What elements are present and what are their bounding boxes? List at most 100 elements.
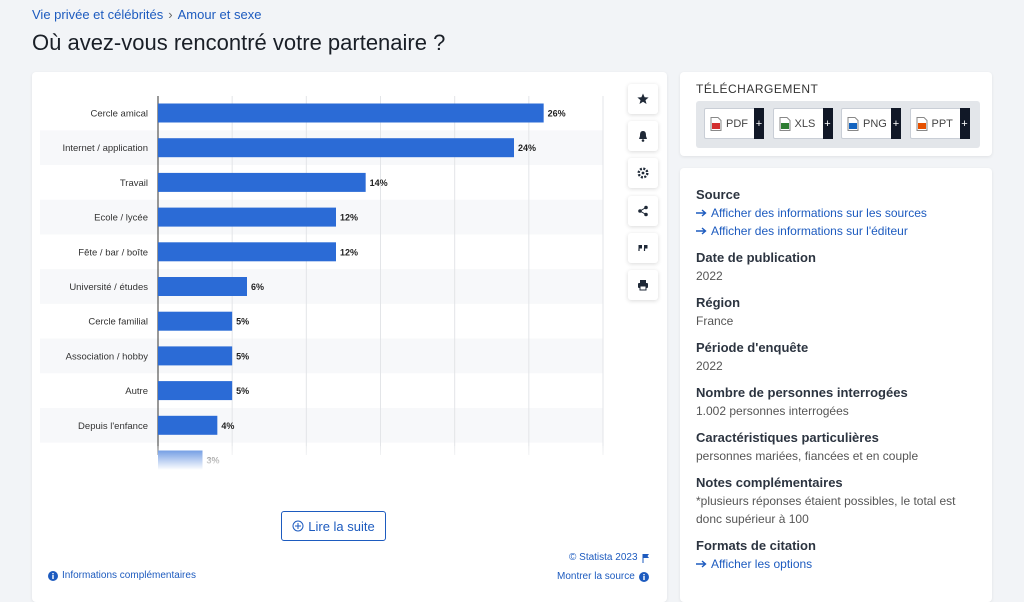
bar [158, 242, 336, 262]
cite-button[interactable] [628, 233, 658, 263]
value-label: 26% [548, 109, 566, 119]
breadcrumb-link[interactable]: Vie privée et célébrités [32, 7, 164, 22]
row-band [40, 338, 603, 374]
read-more-button[interactable]: Lire la suite [281, 511, 386, 541]
detail-heading: Nombre de personnes interrogées [696, 385, 908, 400]
category-label: Cercle amical [90, 109, 148, 120]
print-button[interactable] [628, 270, 658, 300]
bar [158, 415, 218, 435]
detail-text: *plusieurs réponses étaient possibles, l… [696, 494, 956, 526]
show-source-text: Montrer la source [557, 571, 635, 582]
value-label: 5% [236, 351, 249, 361]
download-title: TÉLÉCHARGEMENT [696, 82, 819, 96]
row-band [40, 407, 603, 443]
share-button[interactable] [628, 196, 658, 226]
arrow-icon [696, 560, 707, 568]
value-label: 24% [518, 143, 536, 153]
icon [638, 245, 648, 251]
file-icon [847, 116, 859, 131]
file-icon [779, 116, 790, 131]
detail-section: Date de publication 2022 [696, 249, 966, 285]
bar [158, 346, 233, 366]
detail-heading: Date de publication [696, 250, 816, 265]
detail-link[interactable]: Afficher des informations sur les source… [696, 204, 966, 222]
link-text: Afficher des informations sur l'éditeur [711, 224, 908, 238]
detail-section: Caractéristiques particulières personnes … [696, 429, 966, 465]
add-button[interactable]: + [959, 108, 970, 139]
bar [158, 277, 247, 296]
file-icon [916, 116, 927, 131]
file-badge [780, 122, 789, 129]
detail-heading: Source [696, 187, 741, 202]
detail-link[interactable]: Afficher les options [696, 555, 966, 573]
category-label: Ecole / lycée [94, 213, 148, 224]
format-label: PPT [931, 117, 953, 130]
category-label: Depuis l'enfance [78, 421, 148, 432]
file-badge [849, 122, 857, 129]
link-text: Afficher des informations sur les source… [711, 206, 927, 220]
icon [48, 570, 58, 581]
icon [638, 571, 649, 582]
file-badge [712, 122, 720, 129]
icon [638, 280, 648, 291]
download-button[interactable]: PDF [704, 108, 760, 139]
link-text: Afficher les options [711, 557, 813, 571]
arrow-icon [696, 209, 707, 217]
bar [158, 381, 233, 401]
file-badge [917, 122, 926, 129]
detail-heading: Période d'enquête [696, 340, 809, 355]
arrow [696, 560, 707, 568]
value-label: 4% [221, 421, 234, 431]
read-more-label: Lire la suite [308, 518, 375, 534]
alert-button[interactable] [628, 121, 658, 151]
category-label: Fête / bar / boîte [78, 247, 148, 258]
icon [638, 205, 648, 217]
detail-text: 2022 [696, 269, 723, 283]
category-label: Travail [120, 178, 148, 189]
format-label: XLS [794, 117, 816, 130]
detail-text: 1.002 personnes interrogées [696, 404, 849, 418]
arrow [696, 227, 707, 235]
bar [158, 138, 514, 158]
add-button[interactable]: + [754, 108, 764, 139]
format-label: PDF [726, 117, 748, 130]
icon [639, 131, 647, 142]
detail-section: Source Afficher des informations sur les … [696, 186, 966, 240]
detail-text: France [696, 314, 734, 328]
breadcrumb: Vie privée et célébrités › Amour et sexe [32, 7, 261, 22]
copyright-text: © Statista 2023 [569, 552, 638, 563]
detail-section: Notes complémentaires *plusieurs réponses… [696, 474, 966, 528]
detail-section: Formats de citation Afficher les options [696, 537, 966, 573]
icon [292, 520, 304, 532]
bar [158, 311, 233, 331]
category-label: Cercle familial [88, 317, 148, 328]
row-band [40, 269, 603, 304]
download-button[interactable]: XLS [772, 108, 829, 139]
add-button[interactable]: + [822, 108, 833, 139]
breadcrumb-link[interactable]: Amour et sexe [177, 7, 262, 22]
detail-heading: Notes complémentaires [696, 475, 843, 490]
format-label: PNG [863, 117, 887, 130]
icon [637, 93, 649, 104]
show-source[interactable]: Montrer la source [557, 571, 649, 582]
more-info[interactable]: Informations complémentaires [48, 570, 196, 581]
value-label: 5% [236, 386, 249, 396]
favorite-button[interactable] [628, 84, 658, 114]
page-title: Où avez-vous rencontré votre partenaire … [32, 30, 446, 55]
icon [642, 553, 649, 563]
settings-button[interactable] [628, 158, 658, 188]
detail-heading: Caractéristiques particulières [696, 430, 879, 445]
details: Source Afficher des informations sur les … [696, 186, 966, 582]
copyright: © Statista 2023 [569, 552, 650, 563]
bar [158, 172, 366, 192]
download-button[interactable]: PPT [909, 108, 966, 139]
value-label: 12% [340, 247, 358, 257]
detail-section: Nombre de personnes interrogées 1.002 per… [696, 384, 966, 420]
file-icon [710, 116, 722, 131]
bar [158, 207, 336, 227]
detail-link[interactable]: Afficher des informations sur l'éditeur [696, 222, 966, 240]
add-button[interactable]: + [891, 108, 901, 139]
download-button[interactable]: PNG [841, 108, 897, 139]
